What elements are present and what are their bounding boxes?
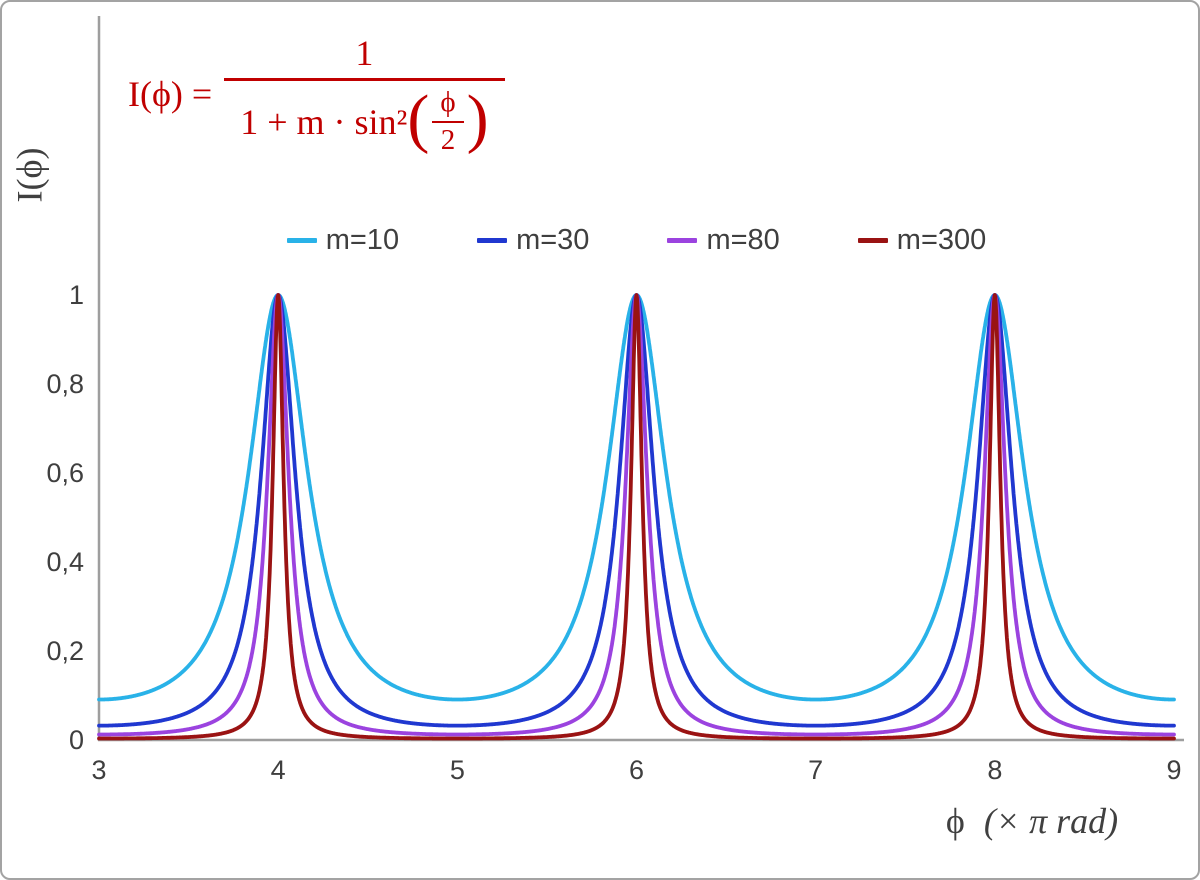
legend-item-m=300: m=300 [857, 224, 987, 257]
x-axis-title: ϕ (× π rad) [872, 800, 1192, 842]
legend-label: m=300 [896, 224, 987, 256]
x-axis-title-phi: ϕ [945, 801, 965, 841]
formula-annotation: I(ϕ) = 1 1 + m · sin² ( ϕ 2 ) [128, 32, 505, 157]
legend-swatch [477, 238, 508, 243]
x-tick-label-6: 6 [628, 755, 645, 785]
legend-item-m=10: m=10 [286, 224, 400, 257]
x-tick-label-5: 5 [449, 755, 465, 785]
y-tick-label-0,2: 0,2 [46, 636, 84, 666]
legend-item-m=80: m=80 [667, 224, 780, 257]
legend: m=10 m=30 m=80 m=300 [99, 224, 1174, 257]
legend-swatch [857, 238, 888, 243]
series-line-m=300 [97, 293, 1176, 741]
x-axis-title-units: (× π rad) [983, 801, 1119, 841]
y-axis-title: I(ϕ) [9, 147, 50, 203]
close-paren: ) [466, 82, 489, 156]
formula-fraction: 1 1 + m · sin² ( ϕ 2 ) [224, 32, 505, 157]
legend-swatch [667, 238, 698, 243]
legend-label: m=80 [706, 224, 780, 256]
inner-fraction: ϕ 2 [432, 86, 464, 157]
inner-numerator: ϕ [432, 86, 464, 123]
formula-denominator: 1 + m · sin² ( ϕ 2 ) [224, 78, 505, 157]
formula-numerator: 1 [355, 33, 374, 73]
y-tick-label-0: 0 [68, 725, 84, 755]
formula-denominator-prefix: 1 + m · sin² [240, 101, 408, 142]
x-tick-label-9: 9 [1166, 755, 1182, 785]
x-tick-label-4: 4 [270, 755, 286, 785]
y-tick-label-0,8: 0,8 [46, 369, 84, 399]
x-tick-label-3: 3 [91, 755, 107, 785]
y-tick-label-0,4: 0,4 [46, 547, 84, 577]
y-tick-label-0,6: 0,6 [46, 458, 84, 488]
series-line-m=30 [97, 293, 1176, 728]
legend-item-m=30: m=30 [477, 224, 589, 257]
series-line-m=80 [97, 293, 1176, 737]
legend-swatch [286, 238, 317, 243]
open-paren: ( [407, 82, 430, 156]
inner-denominator: 2 [440, 123, 456, 156]
y-tick-label-1: 1 [68, 280, 84, 310]
legend-label: m=30 [516, 224, 590, 256]
formula-lhs: I(ϕ) = [128, 74, 213, 115]
x-tick-label-7: 7 [808, 755, 824, 785]
legend-label: m=10 [325, 224, 400, 256]
y-axis-title-wrap: I(ϕ) [6, 110, 52, 240]
x-tick-label-8: 8 [987, 755, 1003, 785]
